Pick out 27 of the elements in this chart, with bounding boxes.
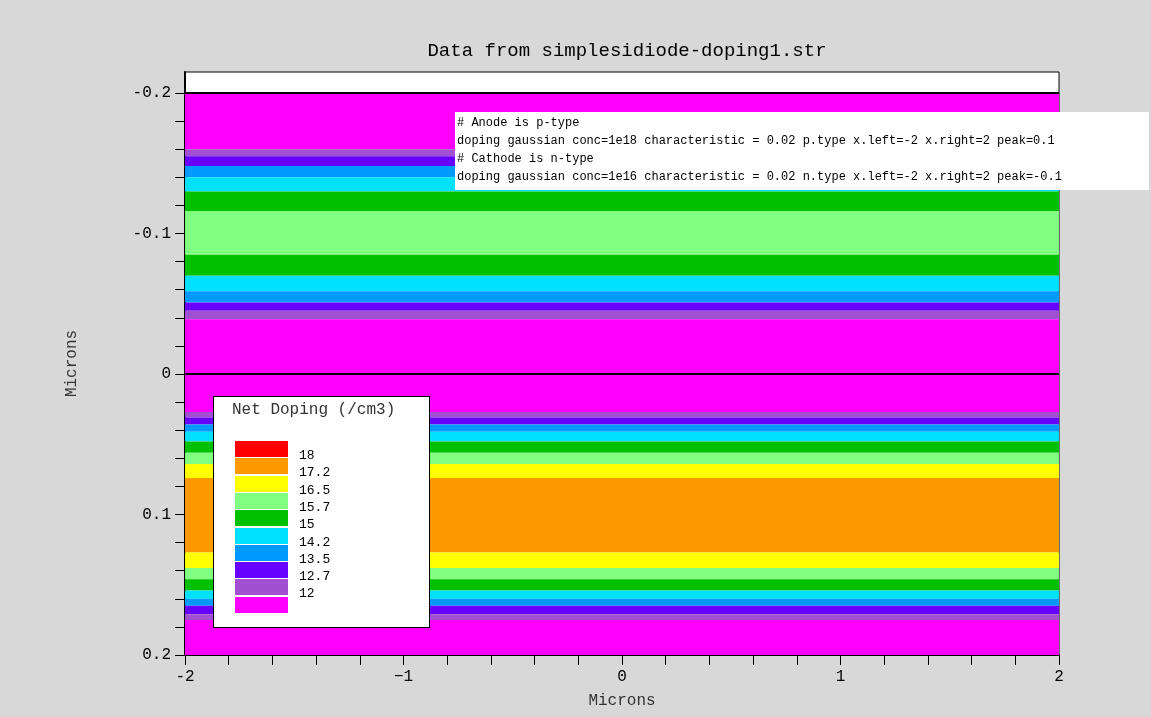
annotation: doping gaussian conc=1e16 characteristic = 0.02 n.type x.left=-2 x.right=2 peak=-0.1 [457, 169, 1063, 186]
annotation: # Anode is p-type [457, 115, 581, 132]
annotation: 17.2 [299, 465, 331, 481]
x-tick-label: 1 [835, 668, 846, 686]
y-tick-label: -0.2 [132, 84, 171, 103]
x-tick-label: 0 [617, 668, 627, 686]
chart-title: Data from simplesidiode-doping1.str [427, 39, 827, 62]
annotation: 15.7 [299, 499, 331, 515]
color-bar-title: Net Doping (/cm3) [232, 401, 396, 419]
annotation: doping gaussian conc=1e18 characteristic = 0.02 p.type x.left=-2 x.right=2 peak=0.1 [457, 133, 1056, 150]
y-tick-label: 0.2 [142, 646, 171, 664]
annotation: 12 [299, 586, 315, 602]
annotation: 18 [299, 448, 315, 463]
annotation: # Cathode is n-type [457, 151, 595, 168]
annotation: 12.7 [299, 569, 331, 585]
y-tick-label: 0.1 [142, 505, 171, 524]
annotation: 16.5 [299, 482, 331, 498]
x-tick-label: 2 [1054, 668, 1064, 686]
x-tick-label: −1 [393, 668, 414, 686]
annotation: 13.5 [299, 551, 331, 567]
x-tick-label: -2 [175, 668, 195, 686]
annotation: 14.2 [299, 534, 331, 550]
y-axis-title: Microns [63, 329, 81, 398]
x-axis-title: Microns [588, 692, 656, 710]
y-tick-label: -0.1 [132, 224, 171, 243]
annotation: 15 [299, 517, 315, 533]
y-tick-label: 0 [161, 365, 171, 384]
